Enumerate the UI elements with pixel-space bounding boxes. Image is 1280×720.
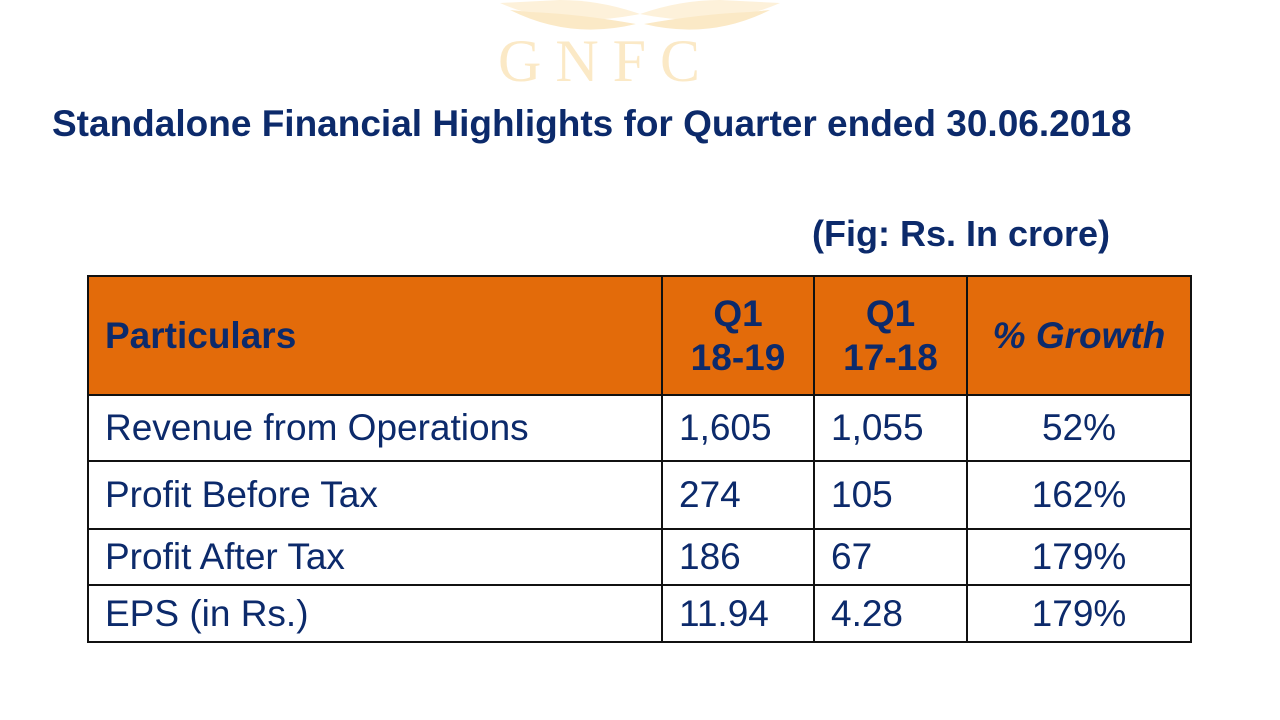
page-title: Standalone Financial Highlights for Quar… (52, 103, 1132, 144)
cell-previous: 67 (813, 528, 968, 586)
cell-particular: Profit After Tax (87, 528, 663, 586)
cell-particular: Profit Before Tax (87, 460, 663, 530)
cell-particular: Revenue from Operations (87, 394, 663, 462)
cell-current: 11.94 (661, 584, 815, 643)
header-growth: % Growth (966, 275, 1192, 396)
gnfc-watermark-logo: GNFC (0, 0, 1280, 98)
table-row: Revenue from Operations 1,605 1,055 52% (87, 394, 1192, 462)
financial-highlights-table: Particulars Q1 18-19 Q1 17-18 % Growth Rev… (87, 275, 1192, 643)
header-particulars: Particulars (87, 275, 663, 396)
cell-current: 274 (661, 460, 815, 530)
unit-note: (Fig: Rs. In crore) (812, 213, 1111, 254)
table-row: Profit Before Tax 274 105 162% (87, 460, 1192, 530)
cell-current: 1,605 (661, 394, 815, 462)
header-q1-17-18: Q1 17-18 (813, 275, 968, 396)
cell-previous: 4.28 (813, 584, 968, 643)
leaf-logo-icon (500, 0, 780, 30)
header-line: Q1 (865, 292, 916, 334)
cell-growth: 179% (966, 584, 1192, 643)
cell-previous: 105 (813, 460, 968, 530)
cell-previous: 1,055 (813, 394, 968, 462)
table-header-row: Particulars Q1 18-19 Q1 17-18 % Growth (87, 275, 1192, 396)
header-line: 18-19 (690, 336, 786, 378)
table-row: Profit After Tax 186 67 179% (87, 528, 1192, 586)
table-row: EPS (in Rs.) 11.94 4.28 179% (87, 584, 1192, 643)
header-line: Q1 (713, 292, 763, 334)
watermark-text: GNFC (498, 28, 715, 94)
cell-current: 186 (661, 528, 815, 586)
cell-particular: EPS (in Rs.) (87, 584, 663, 643)
cell-growth: 179% (966, 528, 1192, 586)
header-q1-18-19: Q1 18-19 (661, 275, 815, 396)
header-line: 17-18 (843, 336, 938, 378)
cell-growth: 162% (966, 460, 1192, 530)
cell-growth: 52% (966, 394, 1192, 462)
